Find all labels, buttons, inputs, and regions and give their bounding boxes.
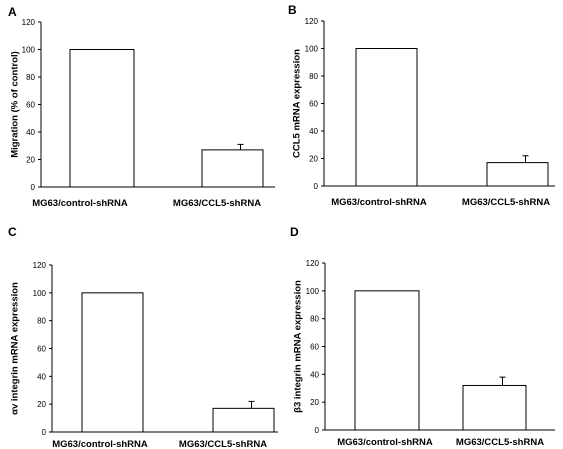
y-axis-label: Migration (% of control) — [9, 51, 20, 158]
y-tick-label: 100 — [305, 45, 319, 54]
y-tick-label: 80 — [310, 315, 319, 324]
x-category-label: MG63/control-shRNA — [52, 439, 148, 449]
y-tick-label: 0 — [314, 182, 319, 191]
bar — [486, 162, 549, 187]
chart-panel-c: C 0 20 40 60 80 100 120 αv integrin mRNA express… — [8, 225, 278, 449]
chart-panel-b: B 0 20 40 60 80 100 120 CCL5 mRNA expression MG63… — [288, 3, 555, 208]
y-tick-label: 60 — [309, 100, 318, 109]
y-tick-label: 20 — [37, 400, 46, 409]
y-tick-label: 60 — [37, 345, 46, 354]
chart-panel-a: A 0 20 40 60 80 100 120 Migration (% of control)… — [8, 5, 275, 209]
bar — [355, 48, 418, 187]
chart-panel-d: D 0 20 40 60 80 100 120 β3 integrin mRNA express… — [290, 225, 555, 448]
bar — [354, 290, 420, 431]
bar — [81, 292, 144, 433]
y-tick-label: 60 — [310, 343, 319, 352]
bar — [462, 384, 527, 431]
panel-letter: D — [290, 225, 299, 239]
y-axis-label: β3 integrin mRNA expression — [292, 280, 303, 413]
y-tick-label: 20 — [26, 156, 35, 165]
x-category-label: MG63/CCL5-shRNA — [462, 197, 550, 208]
y-tick-label: 80 — [26, 73, 35, 82]
y-tick-label: 20 — [310, 398, 319, 407]
x-category-label: MG63/CCL5-shRNA — [173, 198, 261, 209]
y-tick-label: 20 — [309, 155, 318, 164]
y-tick-label: 40 — [37, 372, 46, 381]
y-axis-label: CCL5 mRNA expression — [291, 49, 302, 158]
panel-letter: B — [288, 3, 297, 17]
x-category-label: MG63/control-shRNA — [331, 197, 427, 208]
x-category-label: MG63/control-shRNA — [32, 198, 128, 209]
y-tick-label: 120 — [305, 17, 319, 26]
bar — [201, 149, 264, 188]
x-category-label: MG63/CCL5-shRNA — [456, 437, 544, 448]
y-tick-label: 120 — [33, 261, 47, 270]
y-tick-label: 0 — [31, 183, 36, 192]
y-tick-label: 120 — [22, 18, 36, 27]
panel-letter: C — [8, 225, 17, 239]
y-tick-label: 120 — [306, 259, 320, 268]
y-tick-label: 40 — [310, 370, 319, 379]
y-tick-label: 100 — [33, 289, 47, 298]
x-category-label: MG63/control-shRNA — [337, 437, 433, 448]
y-tick-label: 100 — [306, 287, 320, 296]
y-tick-label: 40 — [309, 127, 318, 136]
y-tick-label: 80 — [309, 72, 318, 81]
y-tick-label: 100 — [22, 46, 36, 55]
panel-letter: A — [8, 5, 17, 19]
bar — [69, 49, 135, 188]
y-tick-label: 40 — [26, 128, 35, 137]
bar — [212, 407, 275, 433]
y-tick-label: 80 — [37, 317, 46, 326]
y-tick-label: 0 — [315, 426, 320, 435]
x-category-label: MG63/CCL5-shRNA — [179, 439, 267, 449]
y-tick-label: 0 — [42, 428, 47, 437]
y-tick-label: 60 — [26, 101, 35, 110]
y-axis-label: αv integrin mRNA expression — [9, 282, 20, 415]
